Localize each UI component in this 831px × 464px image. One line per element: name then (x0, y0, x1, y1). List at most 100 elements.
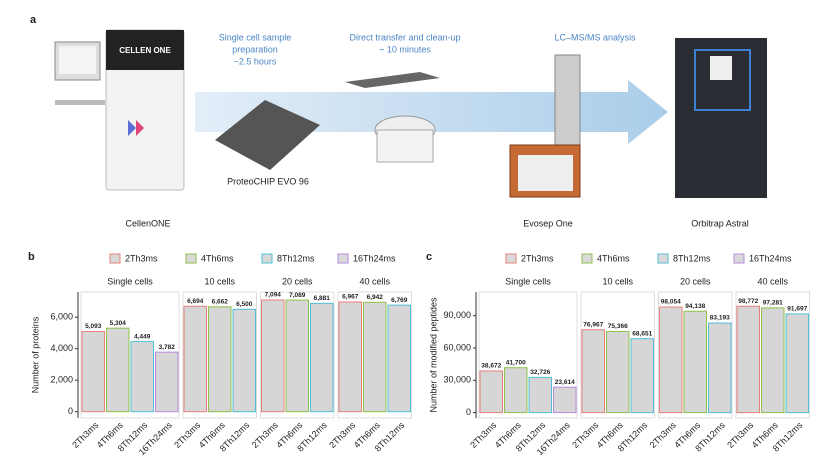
legend-swatch (733, 253, 745, 264)
bar (310, 302, 334, 413)
value-label: 98,054 (661, 299, 681, 306)
legend-label: 2Th3ms (521, 253, 554, 263)
value-label: 41,700 (506, 359, 526, 366)
instrument-label: Evosep One (523, 218, 573, 228)
step-text: ~ 10 minutes (379, 44, 431, 54)
facet-frame (260, 291, 335, 419)
value-label: 68,651 (632, 330, 652, 337)
value-label: 32,726 (530, 369, 550, 376)
instrument-label: ProteoCHIP EVO 96 (227, 176, 309, 186)
facet-title: 40 cells (359, 276, 390, 286)
centrifuge (345, 72, 440, 163)
bar (387, 304, 411, 413)
orbitrap-astral (675, 38, 767, 198)
step-text: Single cell sample (219, 32, 292, 42)
bar (553, 386, 577, 414)
value-label: 7,089 (289, 292, 306, 299)
facet-title: 10 cells (204, 276, 235, 286)
value-label: 76,967 (583, 321, 603, 328)
step-text: Direct transfer and clean-up (349, 32, 460, 42)
bar (106, 327, 130, 413)
bar (130, 341, 154, 413)
legend-swatch (337, 253, 349, 264)
cellenone-device (54, 29, 185, 191)
value-label: 3,782 (159, 344, 176, 351)
step-text: preparation (232, 44, 278, 54)
y-tick-label: 30,000 (443, 375, 471, 385)
bar (81, 330, 105, 413)
y-axis-label: Number of modified peptides (428, 297, 438, 413)
bar (232, 308, 256, 413)
value-label: 6,769 (391, 297, 408, 304)
device-brand: CELLEN ONE (119, 46, 171, 55)
value-label: 75,366 (608, 323, 628, 330)
facet-frame (658, 291, 733, 419)
bar (261, 299, 285, 413)
value-label: 97,281 (763, 300, 783, 307)
legend-label: 8Th12ms (277, 253, 315, 263)
bar (338, 301, 362, 413)
value-label: 6,662 (212, 298, 229, 305)
legend-swatch (505, 253, 517, 264)
bar (581, 329, 605, 414)
value-label: 6,942 (367, 294, 384, 301)
y-tick-label: 4,000 (50, 343, 73, 353)
legend-swatch (581, 253, 593, 264)
value-label: 7,094 (265, 292, 282, 299)
facet-title: 20 cells (282, 276, 313, 286)
legend-swatch (109, 253, 121, 264)
panel-label: a (30, 14, 37, 26)
bar (528, 376, 552, 414)
step-text: ~2.5 hours (234, 56, 277, 66)
legend-label: 4Th6ms (201, 253, 234, 263)
bar (736, 305, 760, 414)
value-label: 4,449 (134, 333, 151, 340)
bar (683, 310, 707, 414)
instrument-label: Orbitrap Astral (691, 218, 749, 228)
bar (630, 338, 654, 414)
value-label: 98,772 (738, 298, 758, 305)
bar (479, 370, 503, 414)
panel-label: c (426, 251, 432, 263)
value-label: 91,697 (787, 306, 807, 313)
legend-swatch (657, 253, 669, 264)
y-tick-label: 90,000 (443, 310, 471, 320)
legend-label: 4Th6ms (597, 253, 630, 263)
value-label: 38,672 (481, 363, 501, 370)
value-label: 83,193 (710, 315, 730, 322)
facet-title: 40 cells (757, 276, 788, 286)
step-text: LC–MS/MS analysis (554, 32, 636, 42)
value-label: 5,093 (85, 323, 102, 330)
y-tick-label: 2,000 (50, 375, 73, 385)
bar (761, 307, 785, 414)
value-label: 6,694 (187, 298, 204, 305)
bar (606, 330, 630, 414)
y-tick-label: 6,000 (50, 312, 73, 322)
bar (785, 313, 809, 414)
legend-swatch (185, 253, 197, 264)
bar (155, 351, 179, 413)
facet-title: Single cells (107, 276, 153, 286)
legend-label: 8Th12ms (673, 253, 711, 263)
panel-label: b (28, 251, 35, 263)
y-axis-label: Number of proteins (30, 316, 40, 393)
proteochip (215, 100, 320, 170)
instrument-label: CellenONE (125, 218, 170, 228)
legend-label: 2Th3ms (125, 253, 158, 263)
bar (285, 299, 309, 413)
bar (708, 322, 732, 414)
y-tick-label: 0 (68, 406, 73, 416)
bar (504, 367, 528, 414)
y-tick-label: 60,000 (443, 342, 471, 352)
value-label: 5,304 (110, 320, 127, 327)
value-label: 6,500 (236, 301, 253, 308)
value-label: 94,138 (685, 303, 705, 310)
facet-frame (478, 291, 578, 419)
bar (659, 306, 683, 414)
facet-frame (735, 291, 810, 419)
value-label: 23,614 (555, 379, 575, 386)
facet-title: 20 cells (680, 276, 711, 286)
bar (183, 305, 207, 413)
legend-label: 16Th24ms (353, 253, 396, 263)
